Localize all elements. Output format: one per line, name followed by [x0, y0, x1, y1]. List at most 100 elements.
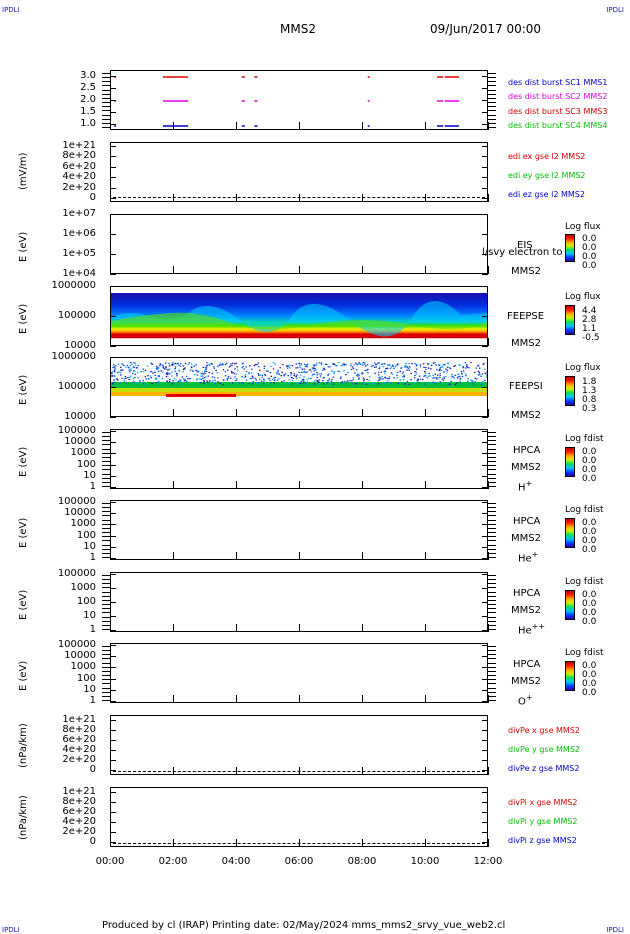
feepsi-pixel	[120, 369, 122, 372]
feepsi-pixel	[470, 379, 473, 381]
feepsi-pixel	[454, 383, 457, 386]
hpca_he2-sc-label: MMS2	[511, 605, 541, 616]
minor-tickmark	[102, 469, 110, 471]
feepsi-pixel	[392, 364, 394, 366]
feepsi-pixel	[418, 381, 421, 384]
feepsi-pixel	[236, 378, 238, 380]
feepsi-pixel	[132, 370, 135, 372]
feepsi-pixel	[276, 371, 279, 374]
feepsi-pixel	[198, 371, 200, 373]
feepsi-pixel	[288, 382, 290, 385]
feepsi-pixel	[242, 362, 245, 364]
feepsi-pixel	[306, 363, 309, 365]
feepsi-pixel	[406, 366, 409, 368]
feepsi-pixel	[261, 376, 264, 378]
burst-tickmark	[482, 100, 488, 101]
feepsi-pixel	[113, 375, 116, 378]
feepsi-pixel	[149, 375, 152, 377]
divpe-ytick: 6e+20	[62, 734, 96, 745]
feepsi-pixel	[399, 379, 402, 381]
feepsi-pixel	[453, 365, 455, 367]
x-tickmark	[173, 552, 174, 560]
legend-edi-ez: edi ez gse l2 MMS2	[508, 190, 585, 199]
feepsi-pixel	[375, 363, 378, 366]
feepsi-pixel	[335, 364, 337, 367]
feepsi-pixel	[220, 364, 222, 366]
feepsi-pixel	[275, 372, 278, 374]
feepsi-pixel	[447, 383, 450, 385]
minor-tickmark	[488, 612, 496, 614]
feepsi-pixel	[409, 366, 411, 368]
feepsi-pixel	[428, 372, 430, 375]
hpca_he2-cval-3: 0.0	[582, 617, 597, 627]
feepsi-pixel	[443, 376, 445, 378]
feepsi-pixel	[241, 367, 243, 369]
hpca_o-tickmark	[482, 656, 488, 658]
feepsi-pixel	[300, 363, 303, 365]
feepsi-pixel	[355, 383, 358, 385]
feepsi-pixel	[446, 382, 448, 385]
feepsi-pixel	[323, 376, 325, 379]
feepsi-pixel	[166, 372, 168, 375]
minor-tickmark	[488, 114, 496, 116]
feepsi-pixel	[419, 366, 422, 368]
feepsi-pixel	[140, 371, 143, 373]
feepsi-pixel	[213, 383, 215, 385]
feepsi-pixel	[169, 368, 171, 370]
feepsi-pixel	[159, 364, 162, 366]
hpca_h-species-label: H+	[518, 479, 532, 493]
feepsi-pixel	[352, 377, 354, 379]
feepsi-pixel	[231, 364, 233, 367]
feepsi-pixel	[306, 371, 308, 373]
feepsi-pixel	[291, 383, 294, 385]
minor-tickmark	[488, 444, 496, 446]
feepsi-pixel	[410, 372, 412, 374]
feepsi-pixel	[327, 374, 329, 376]
feepsi-pixel	[450, 380, 452, 382]
edi-tickmark	[482, 156, 488, 158]
feepsi-pixel	[248, 382, 250, 385]
feepsi-pixel	[478, 372, 481, 374]
x-tickmark	[362, 338, 363, 346]
x-tickmark	[488, 409, 489, 417]
feepsi-pixel	[200, 375, 203, 377]
feepsi-pixel	[269, 371, 272, 374]
feepsi-pixel	[167, 372, 169, 374]
feepsi-pixel	[319, 375, 322, 377]
feepsi-pixel	[462, 367, 465, 369]
feepsi-pixel	[473, 381, 476, 383]
feepse-cval-3: -0.5	[582, 333, 600, 343]
x-tick-label: 00:00	[95, 856, 125, 867]
feepsi-pixel	[206, 362, 208, 364]
feepsi-pixel	[174, 366, 177, 368]
x-tickmark	[488, 122, 489, 130]
hpca_o-species-label: O+	[518, 693, 533, 707]
feepsi-pixel	[400, 367, 402, 369]
x-tickmark	[488, 194, 489, 202]
feepsi-pixel	[332, 383, 335, 385]
minor-tickmark	[102, 683, 110, 685]
minor-tickmark	[488, 658, 496, 660]
feepsi-pixel	[243, 368, 246, 370]
feepsi-pixel	[295, 377, 298, 379]
feepsi-pixel	[480, 375, 482, 377]
feepsi-pixel	[206, 380, 208, 382]
hpca_he2-tickmark	[482, 630, 488, 631]
feepsi-pixel	[258, 369, 261, 371]
feepsi-cval-1: 1.3	[582, 386, 597, 396]
hpca_o-charge: +	[525, 693, 533, 702]
divpi-ytick: 4e+20	[62, 816, 96, 827]
feepsi-pixel	[303, 368, 306, 370]
feepsi-pixel	[465, 374, 467, 377]
x-tickmark	[299, 338, 300, 346]
hpca_h-sc-label: MMS2	[511, 462, 541, 473]
feepsi-pixel	[445, 375, 447, 377]
feepsi-pixel	[283, 375, 285, 377]
x-tickmark	[362, 409, 363, 417]
minor-tickmark	[488, 477, 496, 479]
feepsi-pixel	[427, 367, 430, 369]
feepsi-pixel	[381, 375, 384, 378]
feepsi-pixel	[442, 379, 445, 381]
eis-cval-0: 0.0	[582, 234, 597, 244]
minor-tickmark	[102, 440, 110, 442]
